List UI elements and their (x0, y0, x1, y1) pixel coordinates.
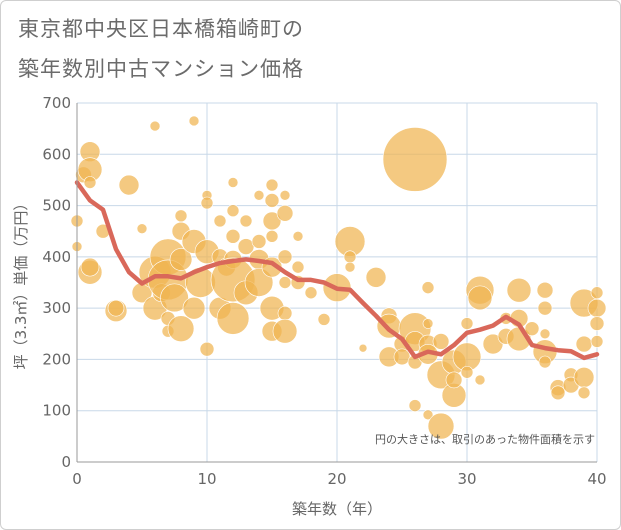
data-bubble (213, 214, 227, 228)
y-tick-label: 0 (61, 453, 71, 471)
chart-title-line1: 東京都中央区日本橋箱崎町の (18, 17, 304, 41)
data-bubble (421, 281, 435, 294)
data-bubble (199, 341, 215, 357)
data-bubble (460, 365, 474, 379)
y-tick-label: 300 (42, 299, 71, 317)
data-bubble (169, 248, 193, 271)
data-bubble (167, 315, 195, 342)
data-bubble (225, 229, 241, 244)
data-bubble (506, 277, 532, 303)
data-bubble (590, 335, 604, 348)
data-bubble (226, 204, 240, 217)
chart-title-line2: 築年数別中古マンション価格 (18, 57, 304, 81)
data-bubble (253, 190, 265, 201)
data-bubble (344, 261, 356, 273)
y-tick-label: 100 (42, 402, 71, 420)
data-bubble (239, 214, 253, 228)
data-bubble (474, 374, 486, 386)
data-bubble (276, 204, 294, 222)
data-bubble (427, 412, 455, 440)
y-tick-label: 500 (42, 197, 71, 215)
data-bubble (277, 249, 293, 265)
data-bubble (279, 190, 291, 201)
data-bubble (536, 281, 554, 299)
data-bubble (216, 302, 250, 335)
data-bubble (251, 234, 267, 249)
data-bubble (382, 127, 448, 192)
data-bubble (118, 174, 140, 196)
y-tick-label: 700 (42, 94, 71, 112)
data-bubble (136, 223, 148, 234)
data-bubble (537, 300, 553, 316)
data-bubble (149, 120, 161, 132)
data-bubble (107, 299, 125, 317)
data-bubble (524, 321, 540, 336)
x-tick-label: 10 (197, 470, 216, 488)
data-bubble (358, 343, 368, 353)
y-axis-label: 坪（3.3㎡）単価（万円） (12, 196, 30, 370)
x-tick-label: 40 (587, 470, 606, 488)
data-bubble (460, 317, 474, 330)
data-bubble (422, 318, 434, 329)
size-note: 円の大きさは、取引のあった物件面積を示す (375, 432, 595, 446)
data-bubble (182, 296, 206, 320)
data-bubble (244, 268, 274, 297)
axes: 0 100 200 300 400 500 600 700 0 10 20 30 40 (42, 94, 606, 488)
data-bubble (265, 230, 279, 243)
data-bubble (590, 286, 604, 300)
data-bubble (237, 238, 255, 255)
data-bubble (278, 276, 292, 289)
data-bubble (365, 267, 387, 288)
trend-line (74, 180, 600, 361)
data-bubble (174, 209, 188, 223)
data-bubble (575, 335, 593, 353)
data-bubble (408, 399, 422, 412)
data-bubble (304, 286, 318, 300)
x-tick-label: 30 (457, 470, 476, 488)
data-bubble (467, 285, 493, 311)
data-bubble (200, 196, 214, 210)
data-bubble (317, 313, 331, 326)
y-tick-label: 200 (42, 350, 71, 368)
trend-layer (74, 180, 600, 361)
data-bubble (432, 333, 450, 350)
x-tick-label: 0 (72, 470, 82, 488)
data-bubble (445, 371, 463, 389)
data-bubble (227, 177, 239, 188)
data-bubble (393, 348, 411, 366)
data-bubble (160, 283, 189, 313)
data-bubble (83, 176, 97, 189)
data-bubble (422, 409, 434, 421)
data-bubble (589, 316, 605, 331)
data-bubble (264, 193, 280, 208)
data-bubble (539, 328, 551, 340)
data-bubble (292, 231, 304, 242)
data-bubble (262, 211, 282, 231)
data-bubble (277, 305, 293, 321)
x-tick-label: 20 (327, 470, 346, 488)
data-bubble (550, 385, 566, 401)
data-bubble (577, 386, 591, 400)
y-tick-label: 400 (42, 248, 71, 266)
data-bubble (538, 355, 552, 369)
data-bubble (587, 298, 607, 318)
data-bubble (188, 115, 200, 127)
data-bubble (291, 260, 305, 274)
y-tick-label: 600 (42, 145, 71, 163)
data-bubble (80, 257, 100, 277)
x-axis-label: 築年数（年） (292, 500, 382, 518)
data-bubble (573, 367, 595, 388)
data-bubble (343, 250, 357, 264)
data-bubble (272, 318, 298, 344)
data-bubble (265, 178, 279, 192)
